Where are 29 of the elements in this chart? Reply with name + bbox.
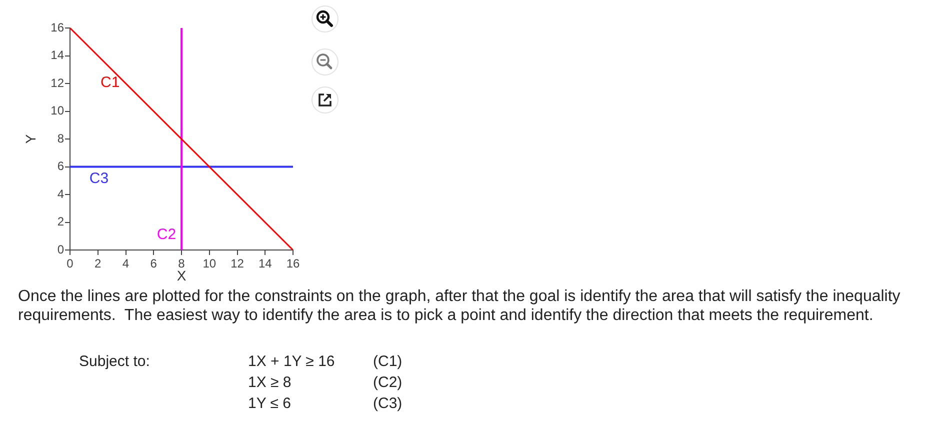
y-tick-label: 14 — [50, 48, 64, 62]
y-axis-title: Y — [22, 134, 38, 144]
y-tick-label: 10 — [50, 104, 64, 118]
y-tick-label: 2 — [57, 214, 64, 229]
y-tick-label: 4 — [57, 186, 64, 201]
text: 1X + 1Y ≥ 16 — [248, 352, 336, 372]
x-tick-label: 6 — [150, 256, 158, 271]
series-label: C2 — [156, 226, 176, 244]
text: Subject to: — [79, 352, 151, 372]
x-tick-label: 14 — [258, 256, 272, 271]
y-tick-label: 12 — [50, 76, 64, 90]
y-tick-label: 16 — [50, 20, 64, 34]
text: 1Y ≤ 6 — [248, 394, 292, 414]
y-tick-label: 6 — [57, 159, 64, 174]
x-tick-label: 0 — [66, 256, 74, 271]
x-tick-label: 12 — [230, 256, 244, 271]
text: (C3) — [373, 394, 402, 414]
series-label: C1 — [100, 74, 120, 92]
series-label: C3 — [89, 170, 109, 187]
x-tick-label: 10 — [202, 256, 216, 271]
x-tick-label: 4 — [122, 256, 130, 271]
y-tick-label: 8 — [57, 131, 64, 146]
y-tick-label: 0 — [57, 242, 64, 256]
text: (C2) — [373, 373, 402, 393]
text: Once the lines are plotted for the constraints on the graph, after that the goal is identify the area that will satisfy the inequality requirements. The easiest way to identify the area is to pick a point and identify the direction that meets the requirement. — [18, 287, 902, 325]
text: (C1) — [373, 352, 402, 372]
x-tick-label: 16 — [286, 256, 300, 271]
text: 1X ≥ 8 — [248, 373, 292, 393]
x-tick-label: 2 — [94, 256, 102, 271]
